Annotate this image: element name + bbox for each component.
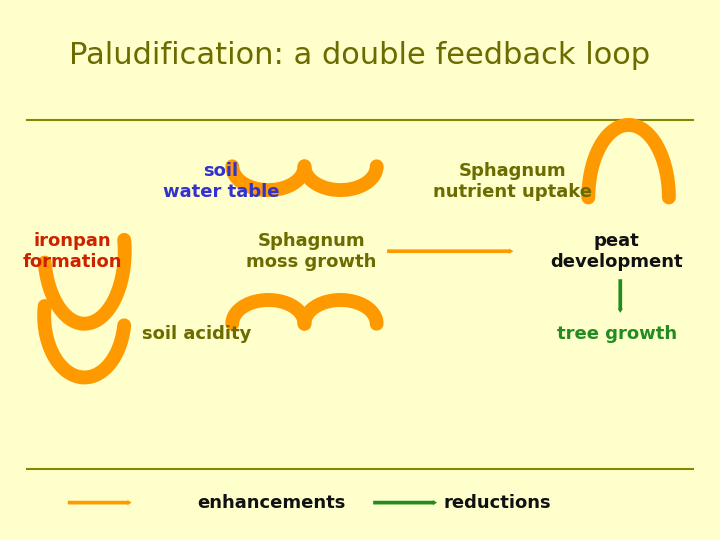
Text: Paludification: a double feedback loop: Paludification: a double feedback loop — [69, 40, 651, 70]
Text: enhancements: enhancements — [197, 494, 346, 511]
Text: Sphagnum
nutrient uptake: Sphagnum nutrient uptake — [433, 162, 593, 201]
Text: peat
development: peat development — [551, 232, 683, 271]
Text: tree growth: tree growth — [557, 326, 677, 343]
Text: ironpan
formation: ironpan formation — [22, 232, 122, 271]
Text: reductions: reductions — [444, 494, 551, 511]
Text: Sphagnum
moss growth: Sphagnum moss growth — [246, 232, 377, 271]
Text: soil acidity: soil acidity — [142, 326, 251, 343]
Text: soil
water table: soil water table — [163, 162, 279, 201]
